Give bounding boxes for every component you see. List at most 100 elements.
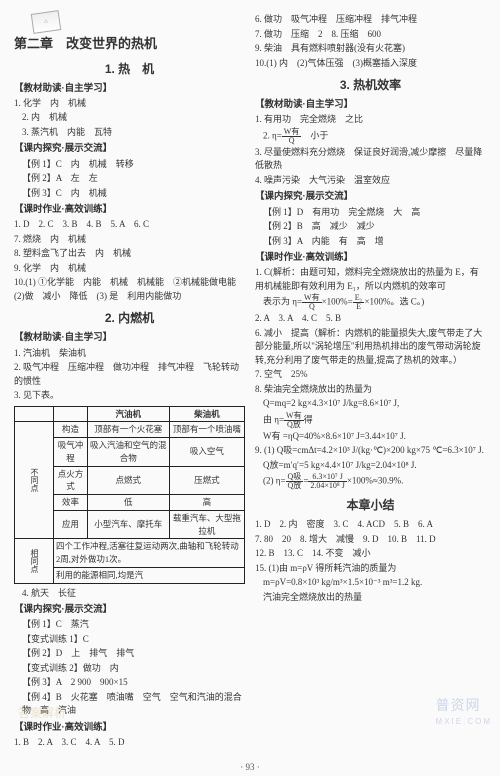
answer-line: 6. 做功 吸气冲程 压缩冲程 排气冲程 [255, 13, 486, 27]
answer-line: 10.(1) 内 (2)气体压强 (3)概塞插入深度 [255, 57, 486, 71]
table-cell: 四个工作冲程,活塞往复运动两次,曲轴和飞轮转动2周,对外做功1次。 [54, 539, 245, 568]
heading-self-study-2: 【教材助读·自主学习】 [14, 331, 245, 345]
heading-explore-1: 【课内探究·展示交流】 [14, 142, 245, 156]
heading-self-study-3: 【教材助读·自主学习】 [255, 98, 486, 112]
section-2-title: 2. 内燃机 [14, 309, 245, 327]
book-logo: ⌂ [31, 10, 62, 34]
table-cell: 顶部有一个火花塞 [87, 422, 169, 438]
answer-line: 【变式训练 1】C [14, 633, 245, 647]
text: 2. η= [263, 130, 282, 140]
answer-line: 1. C(解析：由题可知，燃料完全燃烧放出的热量为 E，有用机械能即有效利用为 … [255, 266, 486, 293]
answer-line: 8. 塑料盒飞了出去 内 机械 [14, 247, 245, 261]
table-cell: 点燃式 [87, 466, 169, 495]
answer-line: (2) η=Q吸Q放=6.3×10⁷ J2.04×10⁸ J×100%≈30.9… [255, 473, 486, 490]
fraction-denominator: E [353, 303, 365, 311]
row-group-diff: 不同点 [15, 422, 54, 539]
answer-line: 2. 吸气冲程 压缩冲程 做功冲程 排气冲程 飞轮转动的惯性 [14, 361, 245, 388]
watermark-text: 普资网 [436, 697, 481, 713]
answer-line: 7. 燃烧 内 机械 [14, 233, 245, 247]
page-number: · 93 · [0, 759, 500, 776]
chapter-title: 第二章 改变世界的热机 [14, 34, 245, 54]
section-3-title: 3. 热机效率 [255, 76, 486, 94]
table-cell: 构造 [54, 422, 88, 438]
right-column: 6. 做功 吸气冲程 压缩冲程 排气冲程 7. 做功 压缩 2 8. 压缩 60… [255, 12, 486, 751]
answer-line: 9. 化学 内 机械 [14, 262, 245, 276]
heading-explore-2: 【课内探究·展示交流】 [14, 603, 245, 617]
answer-line: 9. (1) Q吸=cmΔt=4.2×10³ J/(kg·℃)×200 kg×7… [255, 444, 486, 458]
answer-line: 3. 见下表。 [14, 389, 245, 403]
watermark-right: 普资网 MXIE.COM [436, 695, 492, 728]
table-cell: 顶部有一个喷油嘴 [169, 422, 244, 438]
section-1-title: 1. 热 机 [14, 60, 245, 78]
table-cell: 低 [87, 495, 169, 511]
answer-line: Q=mq=2 kg×4.3×10⁷ J/kg=8.6×10⁷ J, [255, 397, 486, 411]
answer-line: 15. (1)由 m=ρV 得所耗汽油的质量为 [255, 562, 486, 576]
answer-line: 9. 柴油 具有燃料喷射器(没有火花塞) [255, 42, 486, 56]
answer-line: 【变式训练 2】做功 内 [14, 662, 245, 676]
fraction-denominator: Q [282, 137, 302, 145]
text: (2) η= [263, 476, 286, 486]
answer-line: 【例 3】A 2 900 900×15 [14, 676, 245, 690]
text: 由 η= [263, 414, 284, 424]
chapter-summary-title: 本章小结 [255, 496, 486, 514]
heading-explore-3: 【课内探究·展示交流】 [255, 190, 486, 204]
table-row: 汽油机 柴油机 [15, 406, 245, 422]
answer-line: 表示为 η=W有Q×100%=E₁E×100%。选 C。) [255, 294, 486, 311]
fraction-denominator: Q放 [284, 421, 304, 429]
answer-line: 4. 噪声污染 大气污染 温室效应 [255, 174, 486, 188]
table-cell: 高 [169, 495, 244, 511]
answer-line: 12. B 13. C 14. 不变 减小 [255, 547, 486, 561]
answer-line: 1. 汽油机 柴油机 [14, 347, 245, 361]
table-row: 不同点 构造 顶部有一个火花塞 顶部有一个喷油嘴 [15, 422, 245, 438]
table-header: 汽油机 [87, 406, 169, 422]
heading-homework-3: 【课时作业·高效训练】 [255, 251, 486, 265]
answer-line: 【例 1】C 内 机械 转移 [14, 158, 245, 172]
table-cell: 小型汽车、摩托车 [87, 510, 169, 539]
text: 表示为 η= [263, 297, 302, 307]
answer-line: 【例 2】D 上 排气 排气 [14, 647, 245, 661]
answer-line: 汽油完全燃烧放出的热量 [255, 591, 486, 605]
watermark-url: MXIE.COM [436, 716, 492, 728]
text: ×100%= [322, 297, 353, 307]
table-cell: 吸气冲程 [54, 438, 88, 467]
fraction-denominator: 2.04×10⁸ J [308, 482, 346, 490]
table-cell: 吸入空气 [169, 438, 244, 467]
answer-line: 1. D 2. C 3. B 4. B 5. A 6. C [14, 218, 245, 232]
answer-line: W有 =ηQ=40%×8.6×10⁷ J=3.44×10⁷ J. [255, 430, 486, 444]
watermark-left: 答案解析 [18, 704, 66, 722]
text: 小于 [301, 130, 328, 140]
answer-line: 1. 化学 内 机械 [14, 97, 245, 111]
answer-line: 7. 做功 压缩 2 8. 压缩 600 [255, 28, 486, 42]
text: 得 [304, 414, 313, 424]
text: ×100%。选 C。) [364, 297, 424, 307]
answer-line: 【例 2】B 高 减少 减少 [255, 220, 486, 234]
answer-line: 7. 80 20 8. 增大 减慢 9. D 10. B 11. D [255, 533, 486, 547]
answer-line: 1. B 2. A 3. C 4. A 5. D [14, 736, 245, 750]
answer-line: 4. 航天 长征 [14, 587, 245, 601]
text: ×100%≈30.9%. [347, 476, 404, 486]
table-cell: 载重汽车、大型拖拉机 [169, 510, 244, 539]
heading-homework-2: 【课时作业·高效训练】 [14, 721, 245, 735]
table-cell: 应用 [54, 510, 88, 539]
left-column: ⌂ 第二章 改变世界的热机 1. 热 机 【教材助读·自主学习】 1. 化学 内… [14, 12, 245, 751]
heading-self-study-1: 【教材助读·自主学习】 [14, 82, 245, 96]
table-cell: 点火方式 [54, 466, 88, 495]
answer-line: 1. 有用功 完全燃烧 之比 [255, 113, 486, 127]
answer-line: 【例 3】A 内能 有 高 增 [255, 235, 486, 249]
answer-line: 3. 尽量使燃料充分燃烧 保证良好润滑,减少摩擦 尽量降低散热 [255, 146, 486, 173]
answer-line: 3. 蒸汽机 内能 瓦特 [14, 126, 245, 140]
answer-line: 【例 1】C 蒸汽 [14, 618, 245, 632]
answer-line: 由 η=W有Q放得 [255, 412, 486, 429]
answer-line: 8. 柴油完全燃烧放出的热量为 [255, 383, 486, 397]
fraction-denominator: Q [302, 303, 322, 311]
table-row: 相同点 四个工作冲程,活塞往复运动两次,曲轴和飞轮转动2周,对外做功1次。 [15, 539, 245, 568]
table-cell: 吸入汽油和空气的混合物 [87, 438, 169, 467]
table-cell: 效率 [54, 495, 88, 511]
answer-line: 6. 减小 提高（解析：内燃机的能量损失大,废气带走了大部分能量,所以"涡轮增压… [255, 327, 486, 368]
table-cell: 利用的能源相同,均是汽 [54, 567, 245, 583]
answer-line: 2. 内 机械 [14, 111, 245, 125]
answer-line: 2. A 3. A 4. C 5. B [255, 312, 486, 326]
answer-line: 【例 1】D 有用功 完全燃烧 大 高 [255, 206, 486, 220]
table-cell: 压燃式 [169, 466, 244, 495]
row-group-same: 相同点 [15, 539, 54, 583]
